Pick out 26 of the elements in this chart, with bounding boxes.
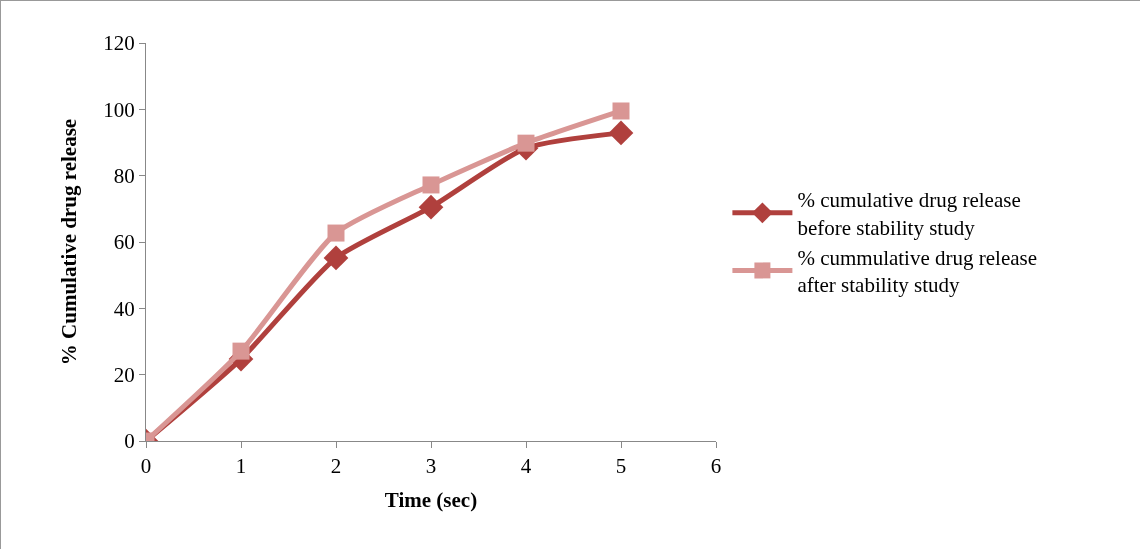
- legend-label: % cummulative drug release after stability study: [797, 245, 1038, 298]
- y-axis-title: % Cumulative drug release: [57, 118, 82, 366]
- point: [608, 120, 634, 146]
- x-tick-label: 3: [425, 454, 437, 479]
- x-tick-label: 6: [710, 454, 722, 479]
- x-tick-label: 2: [330, 454, 342, 479]
- y-tick-label: 100: [103, 97, 135, 122]
- y-tick-label: 0: [124, 429, 135, 454]
- y-tick-label: 60: [113, 230, 135, 255]
- x-tick-label: 5: [615, 454, 627, 479]
- legend-label: % cumulative drug release before stability study: [797, 188, 1021, 240]
- point: [517, 134, 535, 152]
- point: [418, 194, 444, 220]
- y-tick-label: 80: [113, 164, 135, 189]
- x-tick-label: 0: [140, 454, 152, 479]
- x-tick-label: 1: [235, 454, 247, 479]
- point: [232, 342, 250, 360]
- y-tick-label: 40: [113, 296, 135, 321]
- x-axis-title: Time (sec): [384, 488, 478, 513]
- point: [612, 102, 630, 120]
- point: [323, 245, 349, 271]
- point: [422, 176, 440, 194]
- y-tick-label: 20: [113, 363, 135, 388]
- y-tick-label: 120: [103, 31, 135, 56]
- point: [327, 224, 345, 242]
- x-tick-label: 4: [520, 454, 532, 479]
